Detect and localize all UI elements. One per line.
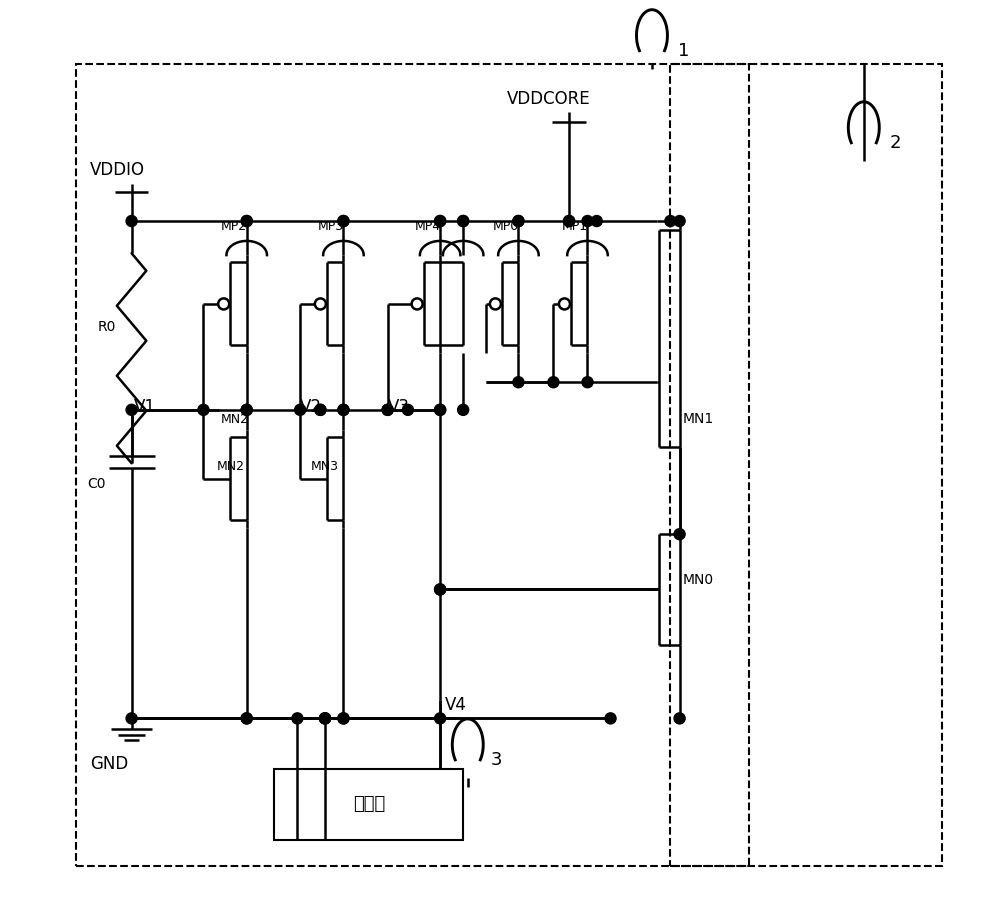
Circle shape (319, 713, 331, 724)
Circle shape (674, 216, 685, 227)
Text: MN3: MN3 (311, 460, 339, 473)
Circle shape (582, 377, 593, 388)
Circle shape (241, 713, 252, 724)
Text: MP0: MP0 (493, 220, 519, 233)
Circle shape (564, 216, 575, 227)
Bar (274, 769, 463, 840)
Text: 3: 3 (491, 751, 502, 769)
Circle shape (435, 584, 446, 595)
Text: 电荷泵: 电荷泵 (353, 796, 385, 813)
Circle shape (338, 713, 349, 724)
Text: 2: 2 (890, 134, 901, 152)
Circle shape (319, 713, 331, 724)
Text: MP4: MP4 (414, 220, 440, 233)
Circle shape (382, 404, 393, 415)
Circle shape (665, 216, 676, 227)
Circle shape (513, 216, 524, 227)
Circle shape (315, 404, 326, 415)
Text: V1: V1 (134, 398, 156, 416)
Circle shape (458, 216, 469, 227)
Circle shape (591, 216, 602, 227)
Circle shape (315, 404, 326, 415)
Text: MN2: MN2 (216, 460, 244, 473)
Circle shape (126, 404, 137, 415)
Text: MP3: MP3 (318, 220, 344, 233)
Circle shape (435, 713, 446, 724)
Circle shape (435, 216, 446, 227)
Circle shape (458, 404, 469, 415)
Circle shape (292, 713, 303, 724)
Circle shape (241, 713, 252, 724)
Text: VDDCORE: VDDCORE (507, 90, 591, 109)
Circle shape (513, 216, 524, 227)
Circle shape (435, 404, 446, 415)
Circle shape (126, 216, 137, 227)
Circle shape (458, 216, 469, 227)
Text: GND: GND (90, 755, 128, 774)
Bar (76, 64, 749, 866)
Text: V4: V4 (445, 695, 467, 714)
Circle shape (338, 404, 349, 415)
Circle shape (402, 404, 413, 415)
Text: MN0: MN0 (682, 573, 713, 588)
Circle shape (241, 216, 252, 227)
Circle shape (435, 584, 446, 595)
Circle shape (564, 216, 575, 227)
Circle shape (435, 404, 446, 415)
Circle shape (605, 713, 616, 724)
Circle shape (338, 216, 349, 227)
Text: MN2: MN2 (221, 414, 249, 426)
Circle shape (582, 216, 593, 227)
Circle shape (382, 404, 393, 415)
Circle shape (241, 404, 252, 415)
Circle shape (338, 404, 349, 415)
Text: 1: 1 (678, 41, 689, 60)
Circle shape (295, 404, 306, 415)
Text: VDDIO: VDDIO (90, 161, 145, 180)
Text: MP2: MP2 (221, 220, 247, 233)
Circle shape (126, 713, 137, 724)
Circle shape (674, 529, 685, 540)
Circle shape (435, 216, 446, 227)
Bar (670, 64, 942, 866)
Text: MP1: MP1 (562, 220, 588, 233)
Circle shape (513, 377, 524, 388)
Circle shape (319, 713, 331, 724)
Circle shape (338, 713, 349, 724)
Circle shape (548, 377, 559, 388)
Text: MN1: MN1 (682, 412, 714, 426)
Circle shape (674, 713, 685, 724)
Text: V2: V2 (300, 398, 322, 416)
Circle shape (198, 404, 209, 415)
Circle shape (241, 404, 252, 415)
Text: R0: R0 (98, 320, 116, 334)
Text: C0: C0 (87, 476, 106, 491)
Circle shape (241, 216, 252, 227)
Circle shape (338, 216, 349, 227)
Text: V3: V3 (388, 398, 410, 416)
